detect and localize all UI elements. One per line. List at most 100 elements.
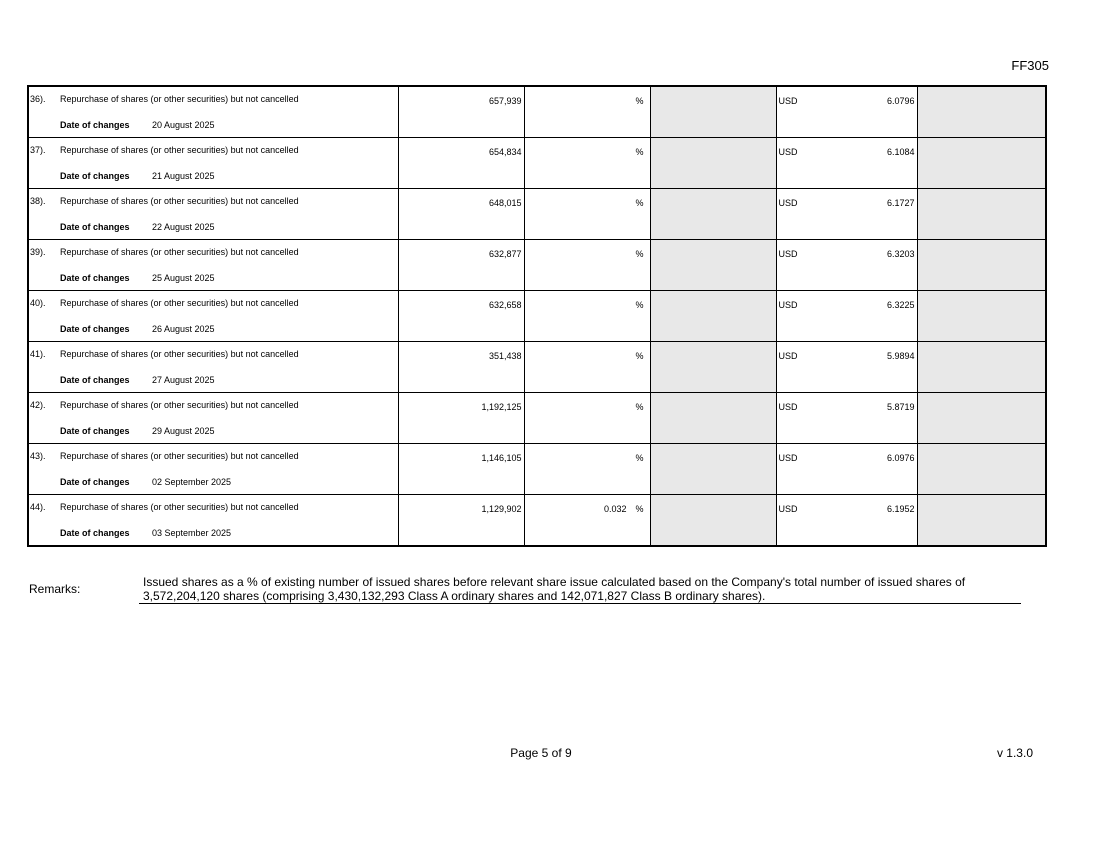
date-value: 27 August 2025 [152,375,215,385]
shares-cell: 632,658 [397,290,525,342]
table-row: 40). Repurchase of shares (or other secu… [27,290,1047,342]
price-value: 6.1084 [886,147,915,157]
shares-value: 1,129,902 [481,504,522,514]
percent-cell: % [523,290,651,342]
table-row: 39). Repurchase of shares (or other secu… [27,239,1047,291]
description-cell: 44). Repurchase of shares (or other secu… [27,494,399,547]
price-value: 6.0796 [886,96,915,106]
currency: USD [778,351,798,361]
row-description: Repurchase of shares (or other securitie… [60,145,299,155]
shaded-cell [649,137,777,189]
shaded-cell [916,494,1047,547]
shares-value: 351,438 [488,351,522,361]
percent-cell: % [523,85,651,138]
row-description: Repurchase of shares (or other securitie… [60,247,299,257]
price-value: 6.0976 [886,453,915,463]
price-cell: USD 6.3225 [775,290,918,342]
shares-value: 657,939 [488,96,522,106]
description-cell: 41). Repurchase of shares (or other secu… [27,341,399,393]
shaded-cell [649,341,777,393]
currency: USD [778,249,798,259]
share-changes-table: 36). Repurchase of shares (or other secu… [27,85,1047,547]
percent-cell: % [523,341,651,393]
shares-cell: 648,015 [397,188,525,240]
shaded-cell [916,188,1047,240]
version: v 1.3.0 [996,746,1033,760]
table-row: 36). Repurchase of shares (or other secu… [27,85,1047,138]
shares-value: 654,834 [488,147,522,157]
currency: USD [778,300,798,310]
shares-cell: 657,939 [397,85,525,138]
shaded-cell [916,341,1047,393]
percent-sign: % [635,300,644,310]
percent-cell: % [523,392,651,444]
date-label: Date of changes [60,375,130,385]
description-cell: 43). Repurchase of shares (or other secu… [27,443,399,495]
shaded-cell [916,137,1047,189]
price-cell: USD 6.0796 [775,85,918,138]
percent-cell: 0.032% [523,494,651,547]
date-value: 29 August 2025 [152,426,215,436]
table-row: 41). Repurchase of shares (or other secu… [27,341,1047,393]
shaded-cell [649,188,777,240]
percent-sign: % [635,504,644,514]
table-row: 44). Repurchase of shares (or other secu… [27,494,1047,547]
date-label: Date of changes [60,426,130,436]
form-code: FF305 [1011,58,1049,73]
price-value: 5.9894 [886,351,915,361]
row-index: 40). [30,298,46,308]
description-cell: 37). Repurchase of shares (or other secu… [27,137,399,189]
shares-value: 648,015 [488,198,522,208]
price-value: 6.1952 [886,504,915,514]
shaded-cell [916,443,1047,495]
description-cell: 39). Repurchase of shares (or other secu… [27,239,399,291]
price-cell: USD 6.1084 [775,137,918,189]
table-row: 37). Repurchase of shares (or other secu… [27,137,1047,189]
currency: USD [778,96,798,106]
price-value: 6.3203 [886,249,915,259]
shares-cell: 351,438 [397,341,525,393]
remarks-label: Remarks: [29,582,81,596]
remarks-text: Issued shares as a % of existing number … [139,575,1021,604]
shaded-cell [649,443,777,495]
row-description: Repurchase of shares (or other securitie… [60,400,299,410]
row-index: 37). [30,145,46,155]
percent-sign: % [635,453,644,463]
row-index: 39). [30,247,46,257]
date-label: Date of changes [60,273,130,283]
date-value: 20 August 2025 [152,120,215,130]
page-number: Page 5 of 9 [510,746,572,760]
shaded-cell [916,290,1047,342]
row-description: Repurchase of shares (or other securitie… [60,298,299,308]
shares-cell: 632,877 [397,239,525,291]
percent-sign: % [635,249,644,259]
percent-sign: % [635,198,644,208]
price-value: 6.3225 [886,300,915,310]
row-description: Repurchase of shares (or other securitie… [60,349,299,359]
table-row: 43). Repurchase of shares (or other secu… [27,443,1047,495]
row-description: Repurchase of shares (or other securitie… [60,502,299,512]
shares-cell: 654,834 [397,137,525,189]
table-row: 38). Repurchase of shares (or other secu… [27,188,1047,240]
shaded-cell [649,85,777,138]
currency: USD [778,402,798,412]
row-index: 36). [30,94,46,104]
currency: USD [778,504,798,514]
percent-value: 0.032 [603,504,627,514]
date-value: 26 August 2025 [152,324,215,334]
price-cell: USD 6.0976 [775,443,918,495]
shaded-cell [649,239,777,291]
shaded-cell [649,392,777,444]
percent-sign: % [635,351,644,361]
row-description: Repurchase of shares (or other securitie… [60,451,299,461]
date-value: 21 August 2025 [152,171,215,181]
date-label: Date of changes [60,222,130,232]
shaded-cell [916,85,1047,138]
date-value: 02 September 2025 [152,477,232,487]
shaded-cell [649,494,777,547]
row-index: 43). [30,451,46,461]
shares-cell: 1,192,125 [397,392,525,444]
date-label: Date of changes [60,528,130,538]
price-cell: USD 6.1952 [775,494,918,547]
